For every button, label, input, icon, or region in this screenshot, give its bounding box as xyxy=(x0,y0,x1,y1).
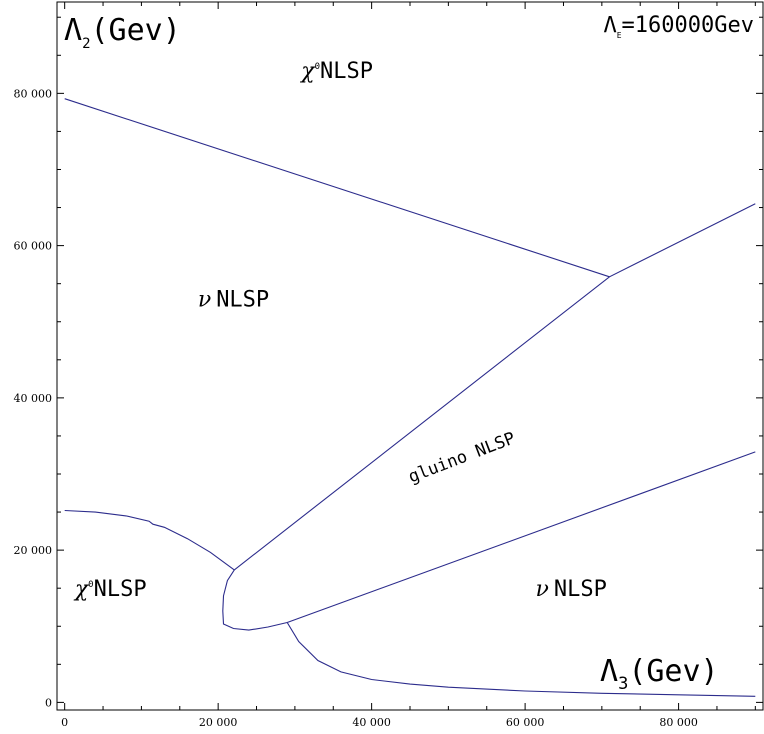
region-label-gluino: gluino NLSP xyxy=(406,428,518,487)
y-axis-title: Λ2(Gev) xyxy=(64,13,181,52)
region-label-chi-top: χ0NLSP xyxy=(299,59,373,84)
tick-labels: 0 20 000 40 000 60 000 80 000 0 20 000 40 000 60… xyxy=(14,87,698,729)
x-tick-label: 0 xyxy=(61,716,68,729)
y-tick-label: 40 000 xyxy=(14,392,53,405)
y-tick-label: 0 xyxy=(45,696,52,709)
x-tick-label: 80 000 xyxy=(659,716,698,729)
plot-frame xyxy=(56,1,764,711)
boundary-lower-tail xyxy=(286,622,756,697)
x-axis-title: Λ3(Gev) xyxy=(600,654,719,694)
y-tick-label: 80 000 xyxy=(14,87,53,100)
boundary-nose xyxy=(222,569,288,631)
y-tick-label: 60 000 xyxy=(14,240,53,253)
region-labels: χ0NLSP ν NLSP gluino NLSP ν NLSP χ0NLSP xyxy=(73,59,607,602)
region-label-chi-bottom: χ0NLSP xyxy=(73,577,147,602)
x-tick-label: 60 000 xyxy=(506,716,545,729)
boundary-chi-nu xyxy=(64,98,610,278)
y-tick-label: 20 000 xyxy=(14,544,53,557)
boundary-lower-diagonal xyxy=(287,451,756,624)
tick-marks xyxy=(57,2,763,710)
x-tick-label: 40 000 xyxy=(352,716,391,729)
x-tick-label: 20 000 xyxy=(199,716,238,729)
region-label-nu-left: ν NLSP xyxy=(198,288,269,313)
region-label-nu-right: ν NLSP xyxy=(535,577,606,602)
boundary-lower-arc xyxy=(64,509,235,571)
boundary-upper-diagonal xyxy=(233,203,756,571)
scale-annotation: ΛE=160000Gev xyxy=(603,13,754,40)
boundary-curves xyxy=(64,98,756,697)
